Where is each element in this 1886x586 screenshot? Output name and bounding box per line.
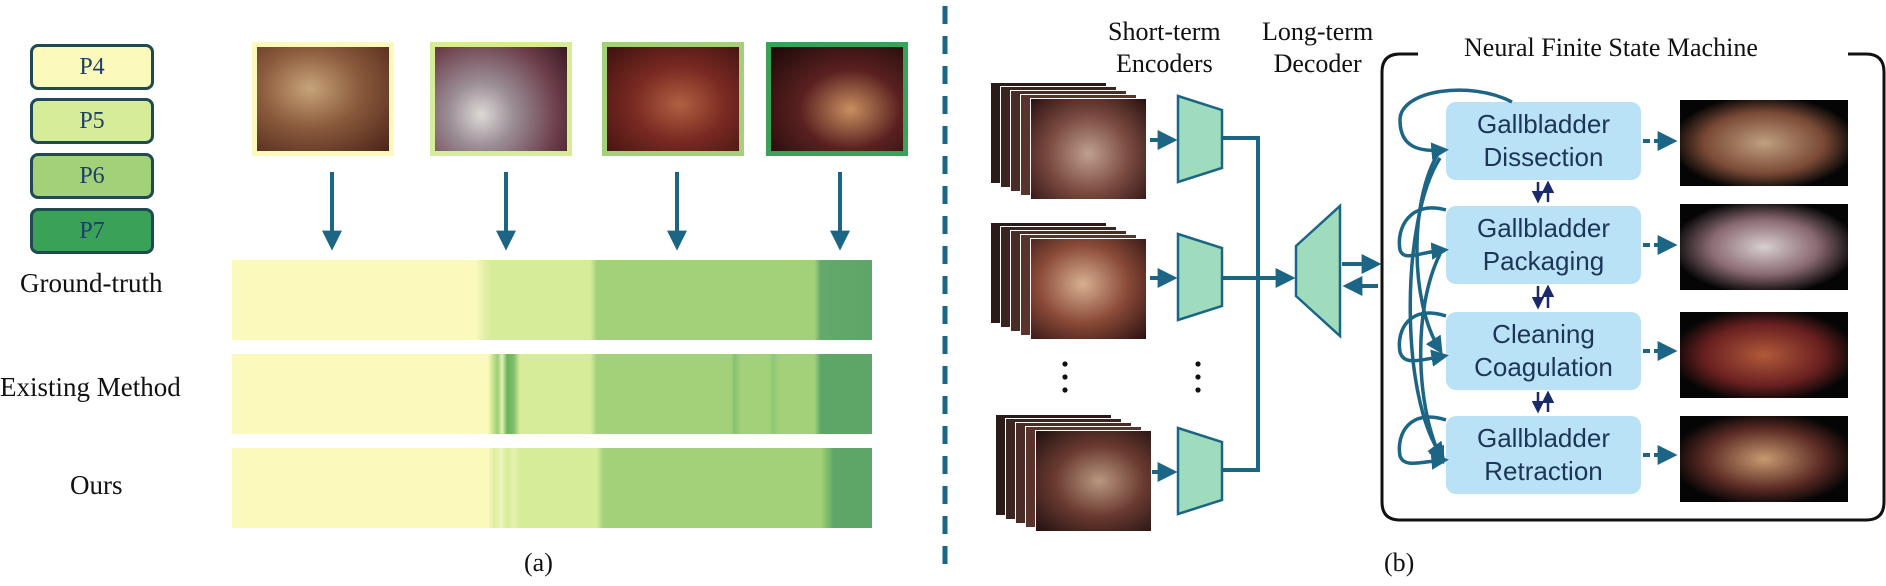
long-term-decoder bbox=[1296, 206, 1340, 336]
ellipsis-dots bbox=[1062, 361, 1200, 392]
encoder-merge-line bbox=[1222, 138, 1258, 470]
encoder-2 bbox=[1178, 234, 1222, 320]
thumbnail-to-bar-arrows bbox=[332, 172, 840, 245]
encoder-3 bbox=[1178, 428, 1222, 514]
fsm-border bbox=[1382, 54, 1884, 520]
encoder-1 bbox=[1178, 96, 1222, 182]
short-term-encoders bbox=[1178, 96, 1222, 514]
fsm-transition-arrows bbox=[1399, 90, 1512, 463]
